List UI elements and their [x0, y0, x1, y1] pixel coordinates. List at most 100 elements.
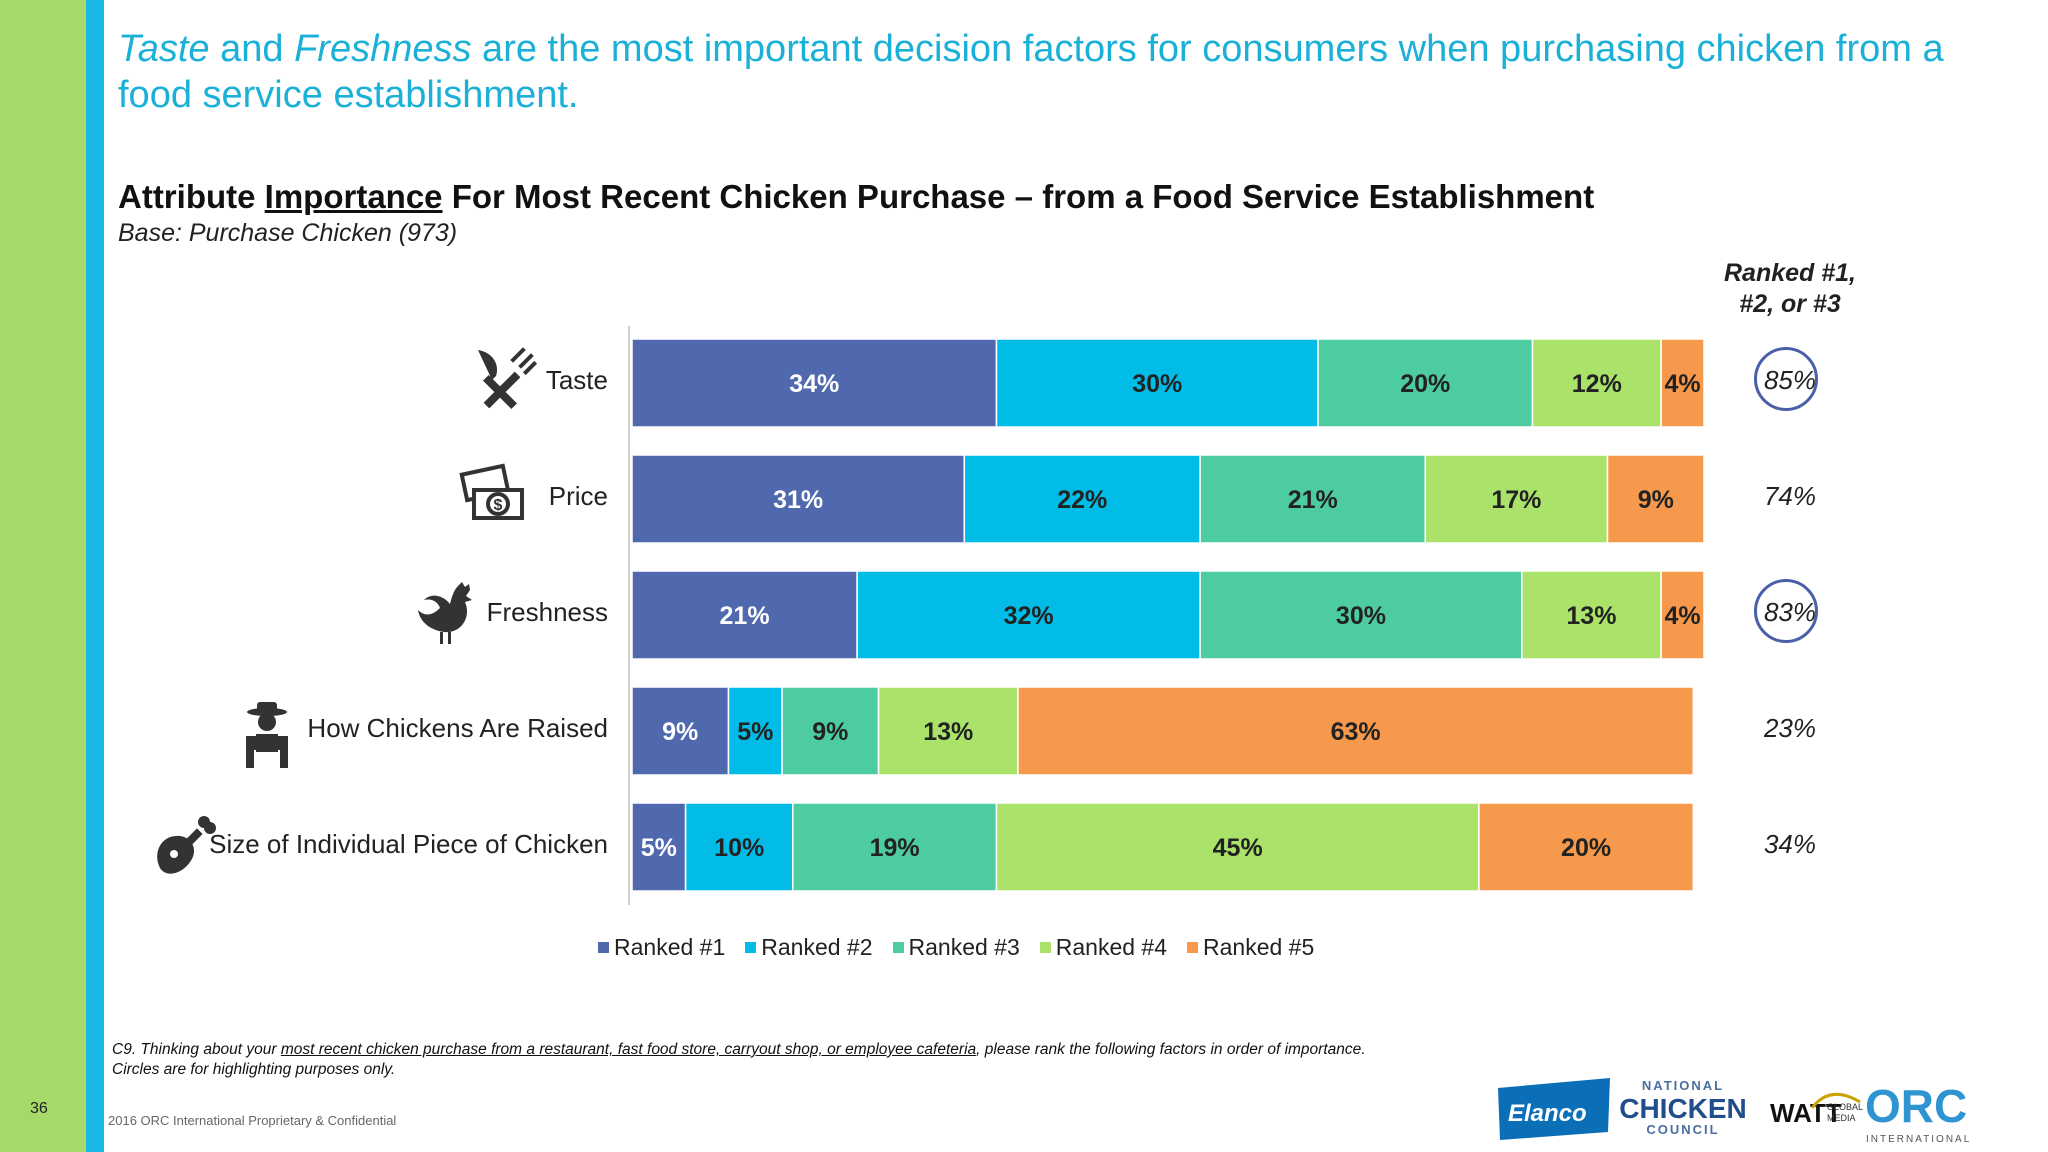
base-note: Base: Purchase Chicken (973): [118, 219, 458, 247]
ranked-top3-value: 74%: [1763, 481, 1817, 511]
bar-segment: [856, 570, 1201, 660]
money-icon: $: [458, 460, 528, 530]
copyright-text: 2016 ORC International Proprietary & Con…: [108, 1113, 397, 1128]
legend-swatch: [745, 942, 757, 953]
ranked-top3-value: 34%: [1763, 829, 1817, 859]
svg-text:INTERNATIONAL: INTERNATIONAL: [1866, 1134, 1971, 1145]
bar-data-label: 34%: [789, 370, 839, 398]
bar-data-label: 30%: [1336, 602, 1386, 630]
bar-data-label: 20%: [1561, 834, 1611, 862]
orc-international-logo: ORC INTERNATIONAL: [1865, 1080, 1971, 1145]
page-number: 36: [30, 1100, 48, 1117]
legend-swatch: [892, 942, 904, 953]
chart-title-after: For Most Recent Chicken Purchase – from …: [442, 178, 1595, 215]
svg-text:Elanco: Elanco: [1508, 1100, 1587, 1127]
footnote-suffix: , please rank the following factors in o…: [976, 1041, 1366, 1058]
footnote-line2: Circles are for highlighting purposes on…: [112, 1061, 396, 1078]
highlight-circle: [1754, 347, 1818, 411]
bar-segment: [1317, 338, 1534, 428]
footnote-underlined: most recent chicken purchase from a rest…: [280, 1041, 977, 1058]
legend-swatch: [1039, 942, 1051, 953]
legend-swatch: [598, 942, 609, 953]
bar-segment: [1199, 570, 1523, 660]
legend-item: Ranked #3: [892, 934, 1020, 961]
bar-segment: [781, 686, 880, 776]
footnote-prefix: C9. Thinking about your: [112, 1041, 281, 1058]
svg-text:GLOBAL: GLOBAL: [1827, 1102, 1863, 1112]
sponsor-logos: Elanco NATIONAL CHICKEN COUNCIL WATT GLO…: [1498, 1078, 1971, 1145]
bar-data-label: 30%: [1132, 370, 1182, 398]
chart-legend: Ranked #1 Ranked #2 Ranked #3 Ranked #4 Rank…: [598, 934, 1314, 961]
bar-data-label: 17%: [1491, 486, 1541, 514]
bar-data-label: 21%: [720, 602, 770, 630]
headline-connector: and: [209, 28, 295, 70]
legend-item: Ranked #4: [1039, 934, 1167, 961]
bar-segment: [1531, 338, 1662, 428]
category-label: Freshness: [486, 597, 608, 627]
headline-emphasis-freshness: Freshness: [294, 28, 472, 70]
bar-segment: [995, 802, 1480, 892]
bar-segment: [631, 570, 858, 660]
ranked-top3-header: Ranked #1, #2, or #3: [1690, 258, 1890, 320]
bar-segment: [1017, 686, 1695, 776]
left-accent-bar: [0, 0, 86, 1152]
bar-data-label: 12%: [1572, 370, 1622, 398]
ranked-header-line2: #2, or #3: [1739, 290, 1841, 318]
bar-segment: [995, 338, 1319, 428]
headline-emphasis-taste: Taste: [118, 28, 210, 70]
chart-title-underlined: Importance: [264, 178, 443, 215]
national-chicken-council-logo: NATIONAL CHICKEN COUNCIL: [1619, 1078, 1747, 1137]
svg-text:CHICKEN: CHICKEN: [1619, 1093, 1747, 1124]
bar-data-label: 9%: [812, 718, 848, 746]
bar-segment: [1199, 454, 1427, 544]
chart-title: Attribute Importance For Most Recent Chi…: [118, 178, 1594, 216]
legend-label: Ranked #5: [1203, 934, 1315, 960]
bar-data-label: 19%: [870, 834, 920, 862]
bar-segment: [631, 686, 730, 776]
ranked-header-line1: Ranked #1,: [1723, 259, 1856, 287]
bar-data-label: 45%: [1213, 834, 1263, 862]
bar-data-label: 63%: [1331, 718, 1381, 746]
bar-segment: [631, 802, 687, 892]
category-label: How Chickens Are Raised: [307, 713, 608, 743]
legend-label: Ranked #1: [614, 934, 726, 960]
category-label: Price: [548, 481, 608, 511]
bar-data-label: 20%: [1400, 370, 1450, 398]
bar-segment: [1424, 454, 1609, 544]
category-label: Size of Individual Piece of Chicken: [209, 829, 608, 859]
bar-segment: [631, 338, 998, 428]
left-accent-stripe: [86, 0, 104, 1152]
category-label: Taste: [545, 365, 608, 395]
utensils-icon: [470, 342, 540, 412]
svg-text:COUNCIL: COUNCIL: [1646, 1122, 1719, 1137]
footnote: C9. Thinking about your most recent chic…: [112, 1040, 1452, 1080]
bar-data-label: 9%: [662, 718, 698, 746]
bar-data-label: 5%: [737, 718, 773, 746]
headline-rest: are the most important decision factors …: [118, 28, 1944, 116]
bar-data-label: 10%: [714, 834, 764, 862]
bar-segment: [631, 454, 966, 544]
bar-data-label: 9%: [1638, 486, 1674, 514]
chart-title-before: Attribute: [118, 178, 265, 215]
bar-data-label: 21%: [1288, 486, 1338, 514]
rooster-icon: [412, 578, 482, 648]
slide-headline: Taste and Freshness are the most importa…: [118, 26, 1998, 118]
bar-data-label: 22%: [1057, 486, 1107, 514]
bar-segment: [792, 802, 998, 892]
bar-segment: [1478, 802, 1695, 892]
drumstick-icon: [150, 812, 220, 882]
farmer-icon: [232, 700, 302, 770]
bar-segment: [1521, 570, 1662, 660]
svg-text:$: $: [494, 497, 503, 514]
elanco-logo: Elanco: [1498, 1078, 1610, 1140]
watt-global-media-logo: WATT GLOBAL MEDIA: [1770, 1092, 1863, 1128]
legend-label: Ranked #4: [1055, 934, 1167, 960]
ranked-top3-value: 23%: [1763, 713, 1817, 743]
bar-data-label: 5%: [641, 834, 677, 862]
legend-item: Ranked #1: [598, 934, 725, 961]
bar-segment: [877, 686, 1019, 776]
bar-data-label: 13%: [1566, 602, 1616, 630]
bar-data-label: 13%: [923, 718, 973, 746]
bar-segment: [684, 802, 794, 892]
